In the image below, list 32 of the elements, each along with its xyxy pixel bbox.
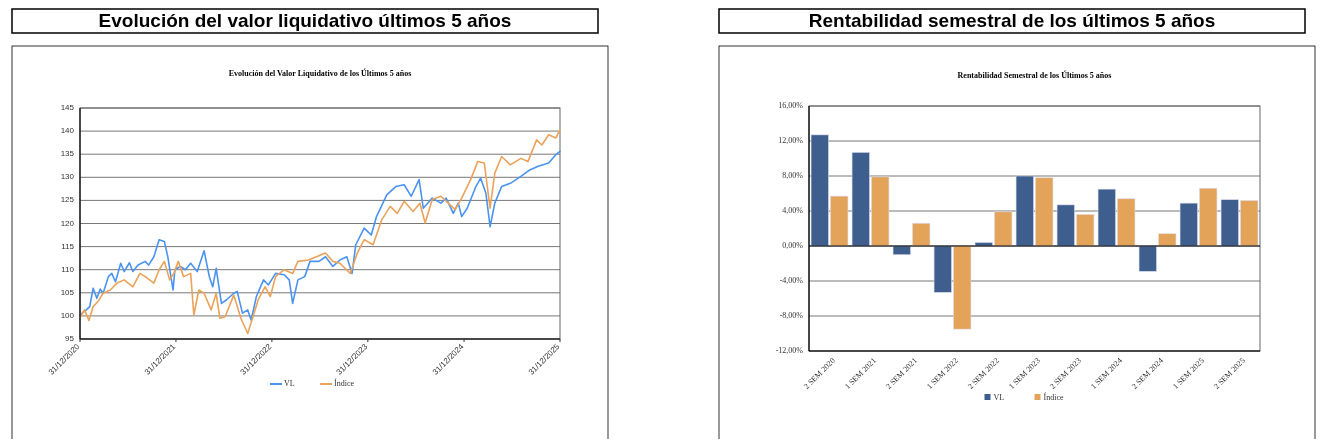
y-tick-label: 4,00% (782, 206, 804, 215)
legend-label: VL (284, 379, 295, 388)
y-tick-label: 130 (60, 172, 75, 182)
y-tick-label: 100 (60, 310, 75, 320)
y-tick-label: 115 (61, 241, 75, 251)
y-tick-label: 120 (60, 218, 75, 228)
y-tick-label: -8,00% (779, 311, 804, 320)
y-tick-label: -12,00% (775, 346, 804, 355)
bar (1158, 233, 1177, 247)
y-tick-label: 125 (60, 195, 75, 205)
bar (1138, 245, 1157, 272)
y-tick-label: 95 (65, 334, 75, 343)
y-tick-label: 105 (60, 287, 75, 297)
chart-subtitle: Rentabilidad Semestral de los Últimos 5 años (957, 70, 1112, 80)
y-tick-label: 110 (61, 264, 75, 274)
y-tick-label: 140 (60, 126, 75, 136)
chart-subtitle: Evolución del Valor Liquidativo de los Últimos 5 años (228, 68, 412, 78)
y-tick-label: 135 (60, 149, 75, 159)
y-tick-label: 8,00% (782, 171, 804, 180)
y-tick-label: 16,00% (778, 101, 804, 110)
legend-label: Índice (334, 378, 355, 388)
line-series (79, 128, 561, 335)
y-tick-label: 0,00% (782, 241, 804, 250)
y-tick-label: 12,00% (778, 136, 804, 145)
y-tick-label: -4,00% (779, 276, 804, 285)
chart-title: Evolución del valor liquidativo últimos 5 años (98, 10, 512, 31)
legend-label: VL (993, 393, 1005, 402)
legend-label: Índice (1043, 392, 1064, 402)
y-tick-label: 145 (60, 103, 75, 112)
bar (892, 245, 911, 256)
chart-title: Rentabilidad semestral de los últimos 5 años (808, 10, 1216, 31)
bar (912, 222, 931, 247)
